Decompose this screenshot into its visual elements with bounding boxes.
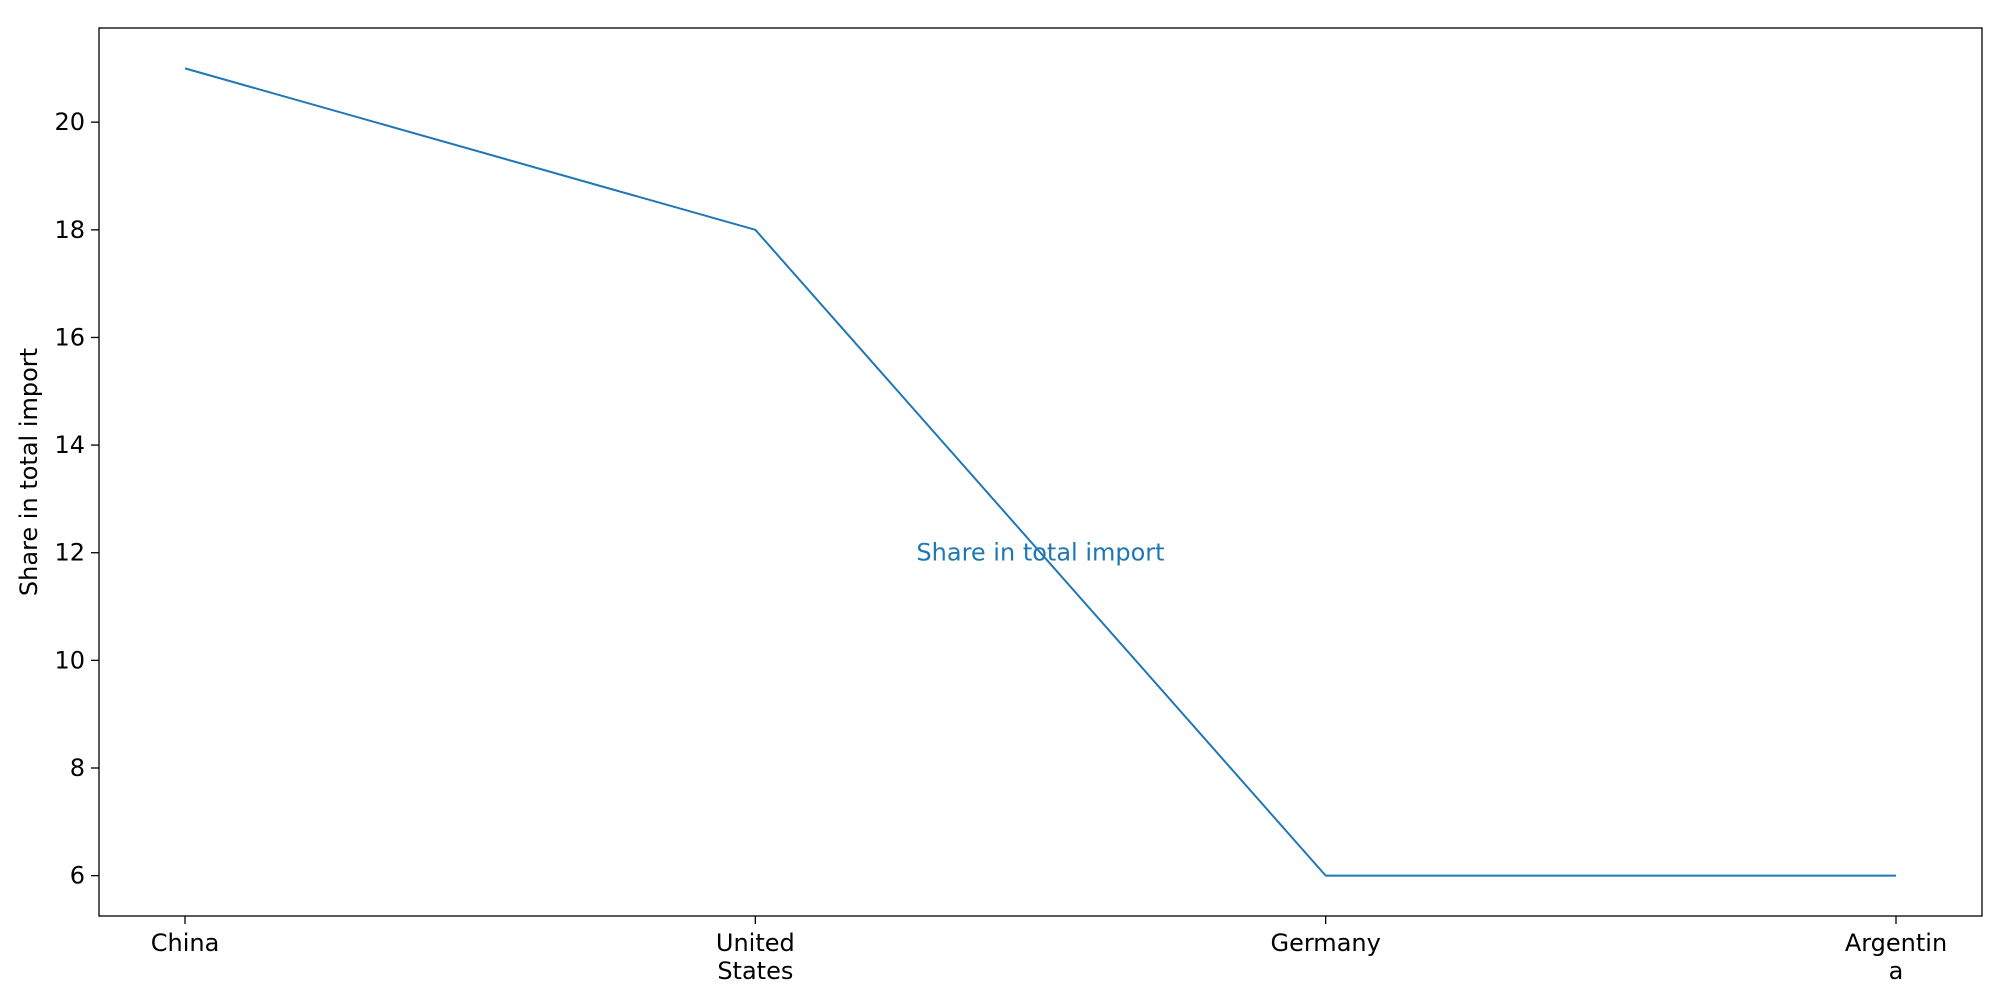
y-tick-label: 6 (70, 862, 85, 890)
x-tick-label: Argentin a (1845, 929, 1947, 985)
annotation-layer: Share in total import (916, 539, 1164, 567)
x-tick-label: Germany (1271, 929, 1381, 957)
x-tick-label-line: United (716, 929, 795, 957)
y-tick-label: 20 (54, 108, 85, 136)
y-tick-label: 10 (54, 646, 85, 674)
series-annotation-label: Share in total import (916, 539, 1164, 567)
y-tick-label: 8 (70, 754, 85, 782)
y-axis-label: Share in total import (15, 348, 43, 596)
x-axis-ticks: China United States Germany Argentin a (151, 916, 1947, 985)
y-axis-ticks: 6 8 10 12 14 16 18 20 (54, 108, 99, 890)
x-tick-label-line: a (1889, 957, 1904, 985)
x-tick-label-line: States (717, 957, 793, 985)
x-tick-label-line: Argentin (1845, 929, 1947, 957)
y-tick-label: 12 (54, 539, 85, 567)
plot-area-frame (98, 27, 1983, 917)
x-tick-label-line: Germany (1271, 929, 1381, 957)
y-tick-label: 14 (54, 431, 85, 459)
series-line (184, 67, 1896, 877)
x-tick-label: United States (716, 929, 795, 985)
y-tick-label: 16 (54, 323, 85, 351)
x-tick-label-line: China (151, 929, 220, 957)
y-tick-label: 18 (54, 216, 85, 244)
series-layer (184, 67, 1896, 877)
x-tick-label: China (151, 929, 220, 957)
